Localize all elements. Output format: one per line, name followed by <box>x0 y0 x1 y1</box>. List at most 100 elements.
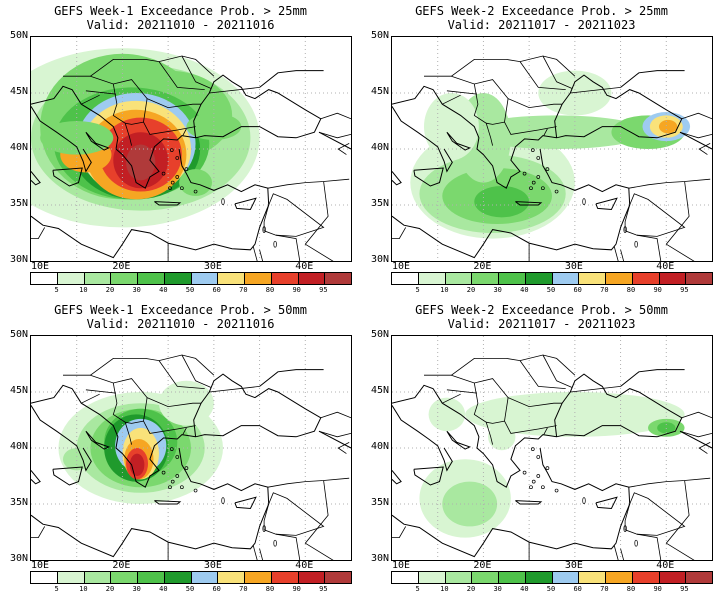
island <box>170 479 175 484</box>
colorbar-tick-label: 50 <box>185 585 195 593</box>
colorbar-tick-label: 90 <box>292 286 301 294</box>
panel-valid-range: Valid: 20211010 - 20211016 <box>86 18 275 32</box>
colorbar-swatch <box>445 273 473 284</box>
country-border <box>275 533 301 560</box>
longitude-label: 20E <box>112 261 131 272</box>
colorbar-tick-label: 95 <box>680 585 689 593</box>
island <box>545 466 550 471</box>
coastline <box>85 131 111 151</box>
coastline <box>446 430 472 450</box>
country-border <box>636 234 662 261</box>
colorbar-tick-label: 60 <box>573 585 582 593</box>
longitude-label: 10E <box>30 560 50 571</box>
longitude-label: 20E <box>473 261 492 272</box>
colorbar-swatch <box>164 273 192 284</box>
colorbar-swatch <box>686 572 712 583</box>
island <box>175 474 180 478</box>
coastline <box>318 131 351 150</box>
panel-week1-50mm: GEFS Week-1 Exceedance Prob. > 50mm Vali… <box>0 299 361 598</box>
coastline <box>515 500 543 505</box>
lake <box>634 240 638 248</box>
country-border <box>613 246 625 261</box>
country-border <box>181 55 212 89</box>
country-border <box>318 430 351 438</box>
island <box>530 447 535 451</box>
probability-contour <box>63 448 91 471</box>
colorbar-tick-label: 30 <box>132 585 141 593</box>
map-frame <box>391 335 713 561</box>
colorbar-swatch <box>579 273 606 284</box>
country-border <box>543 427 548 435</box>
coastline <box>234 496 257 510</box>
colorbar-tick-label: 20 <box>105 286 115 294</box>
colorbar-swatch <box>111 273 138 284</box>
colorbar-swatch <box>525 273 553 284</box>
colorbar-tick-label: 70 <box>239 286 248 294</box>
colorbar-swatch <box>418 572 446 583</box>
country-border <box>519 360 566 389</box>
island <box>169 447 174 451</box>
coastline <box>31 447 270 558</box>
latitude-label: 50N <box>370 329 389 340</box>
coastline <box>392 106 453 173</box>
colorbar-tick-label: 80 <box>626 585 636 593</box>
country-border <box>543 128 548 136</box>
coastline <box>620 70 685 88</box>
coastline <box>31 106 92 173</box>
colorbar-swatch <box>445 572 473 583</box>
country-border <box>636 533 662 560</box>
colorbar-swatch <box>298 572 326 583</box>
panel-valid-range: Valid: 20211017 - 20211023 <box>447 317 636 331</box>
country-border <box>442 393 461 404</box>
latitude-label: 45N <box>9 385 28 396</box>
colorbar-swatch <box>525 572 553 583</box>
country-border <box>124 422 132 445</box>
latitude-label: 40N <box>9 441 28 452</box>
country-border <box>267 178 350 189</box>
coastline <box>259 369 324 387</box>
probability-contour <box>465 392 685 437</box>
coastline <box>31 373 322 488</box>
panel-week2-50mm: GEFS Week-2 Exceedance Prob. > 50mm Vali… <box>361 299 722 598</box>
country-border <box>158 360 205 389</box>
country-border <box>209 386 260 393</box>
island <box>193 488 198 493</box>
latitude-label: 35N <box>370 198 389 209</box>
colorbar-tick-label: 80 <box>265 286 275 294</box>
country-border <box>681 112 712 120</box>
country-border <box>665 181 695 261</box>
coastline <box>154 500 182 505</box>
country-border <box>570 386 621 393</box>
island <box>529 485 533 490</box>
coastline <box>392 373 683 488</box>
island <box>184 466 189 471</box>
country-border <box>63 55 215 77</box>
island <box>529 186 533 191</box>
country-border <box>90 374 196 434</box>
map-frame <box>30 335 352 561</box>
island <box>531 479 536 484</box>
country-border <box>473 83 505 125</box>
colorbar-swatch <box>632 572 660 583</box>
coastline <box>392 405 453 472</box>
colorbar-swatch <box>84 273 112 284</box>
coastline <box>52 466 83 486</box>
coastline <box>85 430 111 450</box>
country-border <box>628 178 711 189</box>
coastline <box>31 74 322 189</box>
country-border <box>679 430 712 438</box>
colorbar-tick-label: 5 <box>415 585 420 593</box>
colorbar-tick-label: 60 <box>212 585 221 593</box>
lake <box>262 525 266 532</box>
colorbar <box>30 272 352 285</box>
panel-title: GEFS Week-1 Exceedance Prob. > 50mm <box>54 303 307 317</box>
latitude-label: 30N <box>9 254 28 265</box>
country-border <box>304 480 334 560</box>
country-border <box>158 61 205 90</box>
colorbar-tick-label: 30 <box>493 585 502 593</box>
panel-week2-25mm: GEFS Week-2 Exceedance Prob. > 25mm Vali… <box>361 0 722 299</box>
coastline <box>154 201 182 206</box>
colorbar-swatch <box>686 273 712 284</box>
country-border <box>451 75 557 135</box>
country-border <box>304 181 334 261</box>
